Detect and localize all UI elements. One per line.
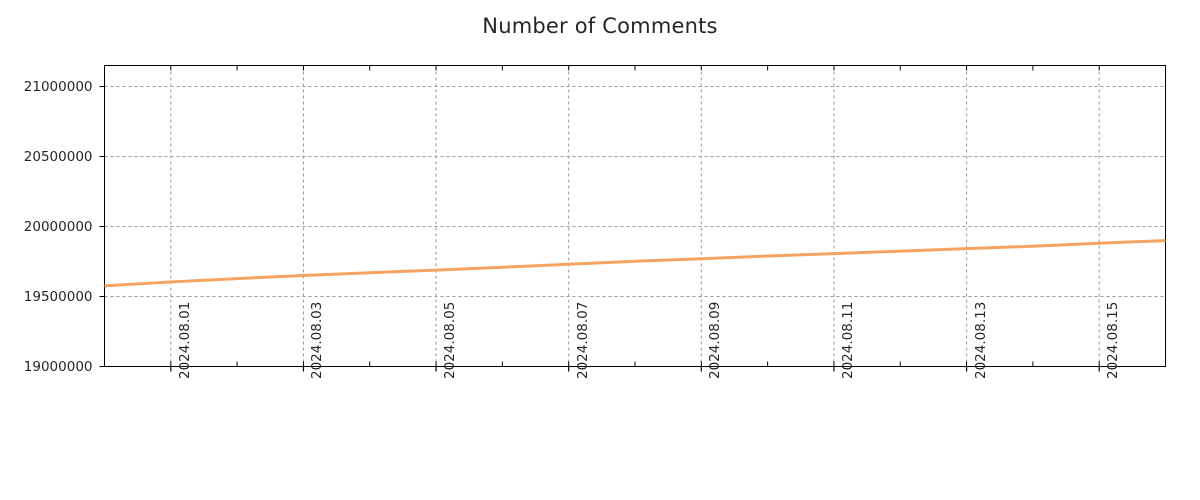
- y-tick-label: 21000000: [23, 78, 93, 95]
- chart-title: Number of Comments: [482, 14, 718, 38]
- plot-frame: [104, 65, 1166, 367]
- x-tick-label: 2024.08.09: [707, 301, 724, 379]
- x-gridlines: [170, 65, 1100, 367]
- x-tick-label: 2024.08.07: [574, 301, 591, 379]
- x-tick-label: 2024.08.01: [176, 301, 193, 379]
- y-tick-label: 20000000: [23, 218, 93, 235]
- axis-tick-marks: [104, 65, 1166, 367]
- x-tick-label: 2024.08.03: [309, 301, 326, 379]
- y-tick-label: 20500000: [23, 148, 93, 165]
- x-tick-label: 2024.08.11: [839, 301, 856, 379]
- y-gridlines: [104, 86, 1166, 367]
- x-tick-label: 2024.08.13: [972, 301, 989, 379]
- axis-major-tick-marks: [99, 86, 1100, 372]
- y-tick-label: 19000000: [23, 358, 93, 375]
- data-series-line: [104, 239, 1166, 288]
- x-tick-label: 2024.08.05: [442, 301, 459, 379]
- x-tick-label: 2024.08.15: [1105, 301, 1122, 379]
- y-tick-label: 19500000: [23, 288, 93, 305]
